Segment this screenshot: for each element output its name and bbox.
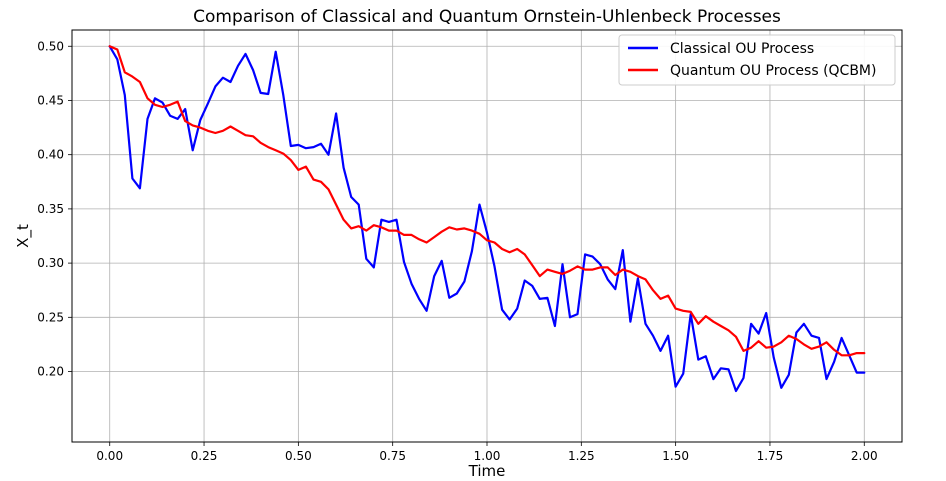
legend-label-quantum: Quantum OU Process (QCBM) bbox=[670, 63, 876, 79]
x-tick-label: 1.50 bbox=[662, 449, 689, 463]
y-tick-label: 0.45 bbox=[37, 93, 64, 107]
x-tick-label: 1.75 bbox=[757, 449, 784, 463]
y-tick-label: 0.30 bbox=[37, 256, 64, 270]
y-axis: 0.20 0.25 0.30 0.35 0.40 0.45 0.50 bbox=[37, 39, 72, 379]
series-layer bbox=[108, 45, 866, 393]
x-tick-label: 1.00 bbox=[474, 449, 501, 463]
legend: Classical OU Process Quantum OU Process … bbox=[618, 34, 896, 86]
x-tick-label: 0.75 bbox=[379, 449, 406, 463]
y-tick-label: 0.25 bbox=[37, 310, 64, 324]
legend-label-classical: Classical OU Process bbox=[670, 41, 814, 57]
y-tick-label: 0.40 bbox=[37, 148, 64, 162]
series-line-quantum bbox=[108, 45, 866, 357]
legend-box bbox=[618, 34, 896, 86]
grid bbox=[72, 30, 902, 442]
chart-title: Comparison of Classical and Quantum Orns… bbox=[193, 7, 781, 27]
y-tick-label: 0.20 bbox=[37, 365, 64, 379]
x-axis: 0.00 0.25 0.50 0.75 1.00 1.25 1.50 1.75 2.00 bbox=[96, 442, 878, 463]
y-axis-label: X_t bbox=[14, 224, 33, 248]
x-tick-label: 1.25 bbox=[568, 449, 595, 463]
x-tick-label: 0.25 bbox=[191, 449, 218, 463]
series-line-classical bbox=[108, 45, 866, 393]
y-tick-label: 0.35 bbox=[37, 202, 64, 216]
x-tick-label: 0.50 bbox=[285, 449, 312, 463]
x-tick-label: 0.00 bbox=[96, 449, 123, 463]
x-axis-label: Time bbox=[468, 462, 506, 480]
y-tick-label: 0.50 bbox=[37, 39, 64, 53]
x-tick-label: 2.00 bbox=[851, 449, 878, 463]
